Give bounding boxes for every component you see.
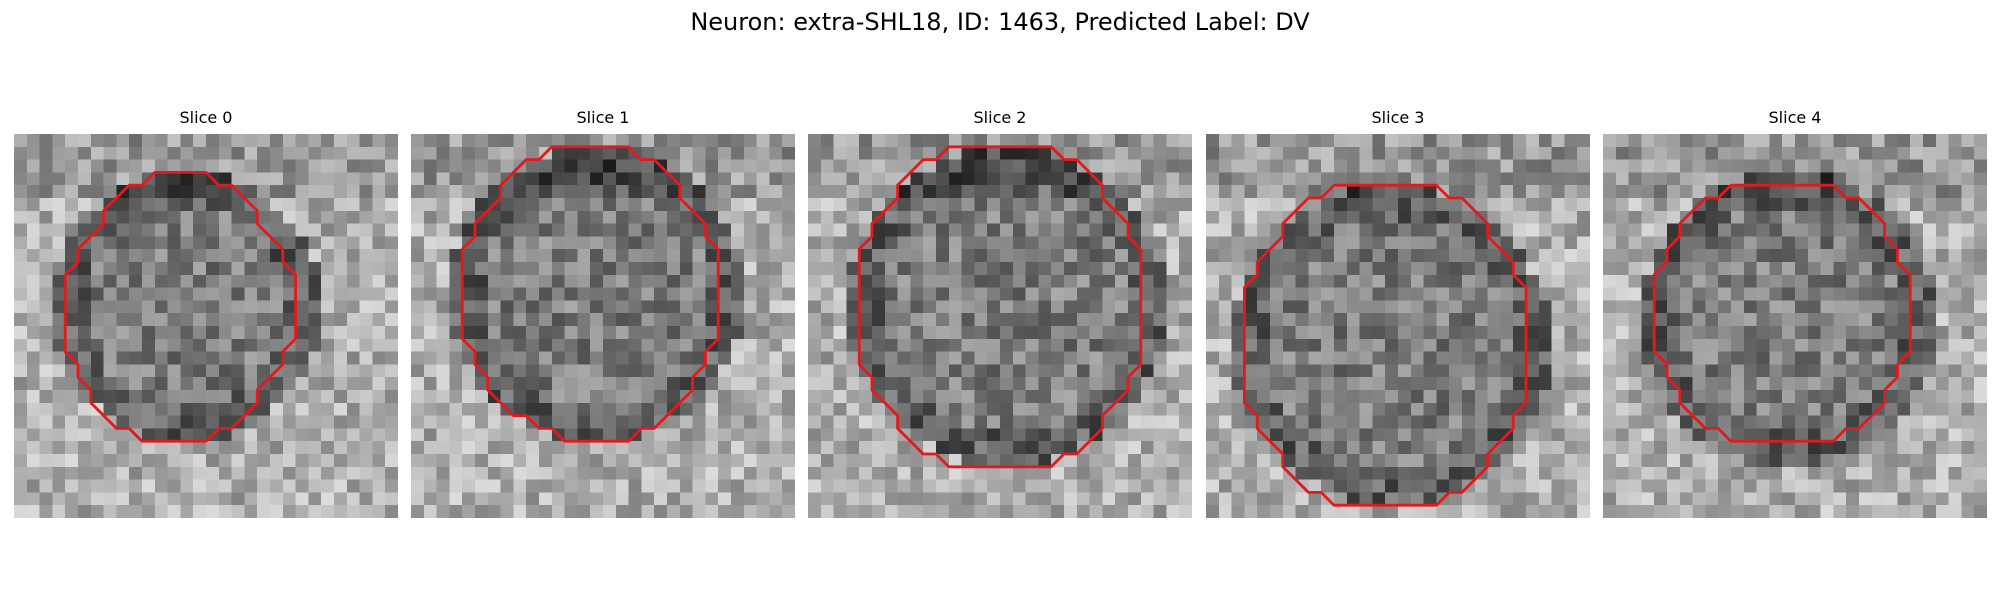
pixel-texture — [808, 134, 1192, 518]
slice-title-0: Slice 0 — [179, 108, 233, 127]
slice-image-2 — [808, 134, 1192, 518]
roi-outline-4 — [1652, 183, 1912, 443]
slice-panel-4: Slice 4 — [1603, 108, 1987, 518]
slice-panel-1: Slice 1 — [411, 108, 795, 518]
slice-title-4: Slice 4 — [1768, 108, 1822, 127]
pixel-texture — [1206, 134, 1590, 518]
pixel-texture — [1603, 134, 1987, 518]
pixel-texture — [411, 134, 795, 518]
roi-outline-1 — [460, 145, 720, 443]
slice-title-1: Slice 1 — [576, 108, 630, 127]
roi-outline-0 — [63, 170, 298, 443]
roi-outline-3 — [1242, 183, 1528, 507]
slice-title-3: Slice 3 — [1371, 108, 1425, 127]
slice-image-3 — [1206, 134, 1590, 518]
roi-outline-2 — [857, 145, 1143, 469]
slice-panel-0: Slice 0 — [14, 108, 398, 518]
slice-image-4 — [1603, 134, 1987, 518]
slice-title-2: Slice 2 — [973, 108, 1027, 127]
slice-image-0 — [14, 134, 398, 518]
slice-image-1 — [411, 134, 795, 518]
slice-panel-2: Slice 2 — [808, 108, 1192, 518]
pixel-texture — [14, 134, 398, 518]
slice-panel-3: Slice 3 — [1206, 108, 1590, 518]
figure-title: Neuron: extra-SHL18, ID: 1463, Predicted… — [690, 8, 1310, 36]
